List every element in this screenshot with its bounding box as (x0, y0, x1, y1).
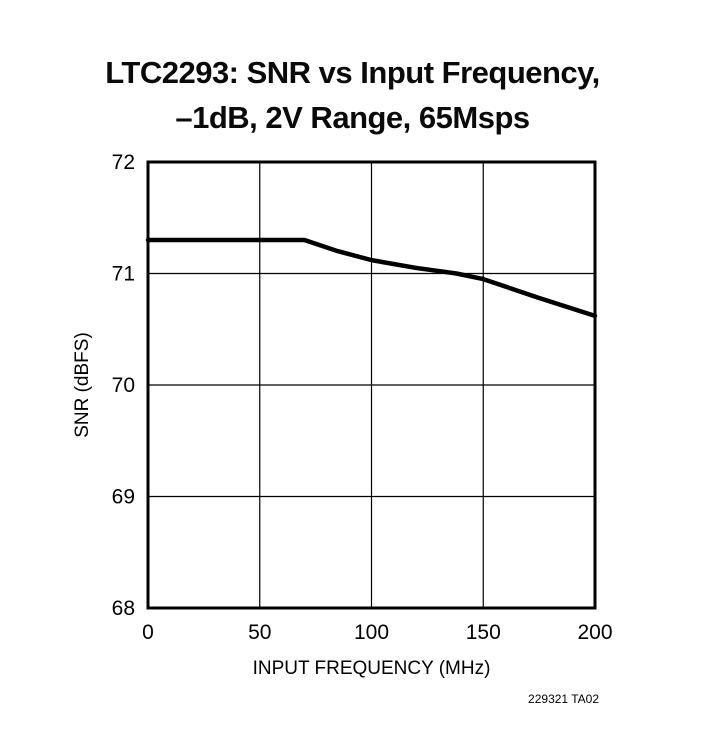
x-axis-label: INPUT FREQUENCY (MHz) (253, 658, 491, 679)
y-tick-label: 72 (112, 151, 135, 174)
y-axis-label: SNR (dBFS) (72, 332, 93, 438)
snr-plot: 0 50 100 150 200 68 69 70 71 72 INPUT FREQUENCY (M… (72, 151, 613, 679)
x-tick-label: 200 (577, 621, 612, 644)
x-tick-label: 50 (248, 621, 271, 644)
x-tick-label: 0 (142, 621, 154, 644)
x-tick-label: 100 (354, 621, 389, 644)
y-tick-label: 71 (112, 263, 135, 286)
figure-reference-code: 229321 TA02 (528, 692, 599, 706)
axis-frame (146, 160, 597, 610)
chart-title: LTC2293: SNR vs Input Frequency, –1dB, 2… (0, 50, 705, 140)
snr-curve (145, 237, 598, 319)
x-tick-label: 150 (466, 621, 501, 644)
y-tick-label: 68 (112, 597, 135, 620)
y-tick-label: 69 (112, 486, 135, 509)
chart-title-line2: –1dB, 2V Range, 65Msps (175, 100, 530, 135)
y-tick-label: 70 (112, 374, 135, 397)
chart-title-line1: LTC2293: SNR vs Input Frequency, (105, 55, 600, 90)
